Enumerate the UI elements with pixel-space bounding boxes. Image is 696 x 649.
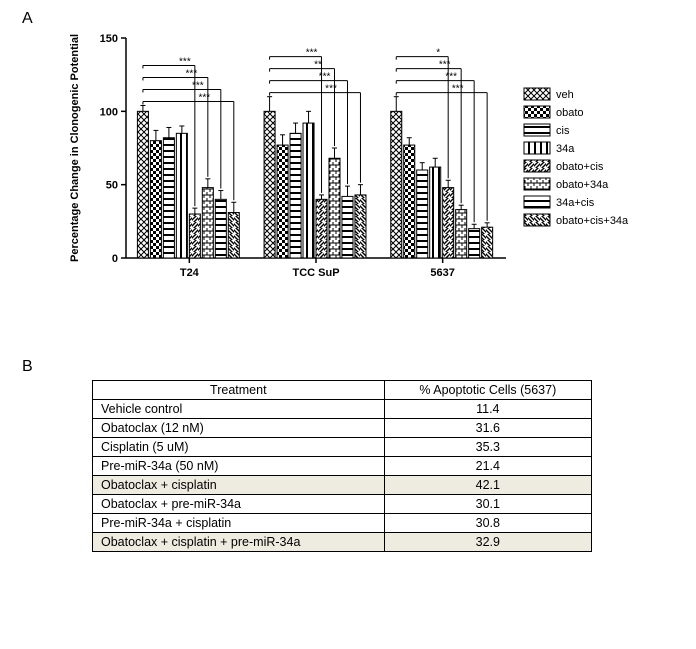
value-cell: 32.9	[384, 533, 591, 552]
table-row: Vehicle control11.4	[93, 400, 592, 419]
svg-text:***: ***	[325, 84, 337, 95]
table-row: Obatoclax + pre-miR-34a30.1	[93, 495, 592, 514]
svg-text:Percentage Change in Clonogeni: Percentage Change in Clonogenic Potentia…	[69, 34, 81, 262]
table-row: Obatoclax + cisplatin + pre-miR-34a32.9	[93, 533, 592, 552]
svg-text:***: ***	[452, 84, 464, 95]
table-header-treatment: Treatment	[93, 381, 385, 400]
bar-chart: 0 50 100 150 Percentage Change in Clonogenic…	[60, 30, 660, 310]
svg-text:TCC SuP: TCC SuP	[292, 267, 339, 279]
svg-text:T24: T24	[180, 267, 200, 279]
value-cell: 30.1	[384, 495, 591, 514]
table-row: Obatoclax (12 nM)31.6	[93, 419, 592, 438]
svg-text:obato+34a: obato+34a	[556, 179, 609, 191]
svg-text:*: *	[436, 48, 440, 59]
table-row: Pre-miR-34a + cisplatin30.8	[93, 514, 592, 533]
svg-text:***: ***	[192, 80, 204, 91]
svg-text:***: ***	[306, 48, 318, 59]
svg-text:***: ***	[199, 92, 211, 103]
svg-text:***: ***	[186, 68, 198, 79]
panel-b-label: B	[22, 358, 33, 376]
value-cell: 30.8	[384, 514, 591, 533]
panel-a-label: A	[22, 10, 33, 28]
treatment-cell: Obatoclax (12 nM)	[93, 419, 385, 438]
svg-text:5637: 5637	[430, 267, 454, 279]
apoptosis-table: Treatment % Apoptotic Cells (5637) Vehic…	[92, 380, 592, 552]
svg-text:34a+cis: 34a+cis	[556, 197, 595, 209]
table-header-value: % Apoptotic Cells (5637)	[384, 381, 591, 400]
value-cell: 42.1	[384, 476, 591, 495]
svg-text:100: 100	[100, 106, 118, 118]
svg-text:***: ***	[179, 56, 191, 67]
svg-text:obato: obato	[556, 107, 584, 119]
table-container: Treatment % Apoptotic Cells (5637) Vehic…	[92, 380, 592, 552]
svg-text:50: 50	[106, 180, 118, 192]
svg-text:veh: veh	[556, 89, 574, 101]
value-cell: 21.4	[384, 457, 591, 476]
treatment-cell: Cisplatin (5 uM)	[93, 438, 385, 457]
treatment-cell: Pre-miR-34a + cisplatin	[93, 514, 385, 533]
svg-text:0: 0	[112, 253, 118, 265]
treatment-cell: Obatoclax + cisplatin + pre-miR-34a	[93, 533, 385, 552]
table-row: Pre-miR-34a (50 nM)21.4	[93, 457, 592, 476]
treatment-cell: Pre-miR-34a (50 nM)	[93, 457, 385, 476]
value-cell: 11.4	[384, 400, 591, 419]
table-row: Obatoclax + cisplatin42.1	[93, 476, 592, 495]
treatment-cell: Obatoclax + pre-miR-34a	[93, 495, 385, 514]
svg-text:150: 150	[100, 33, 118, 45]
chart-container: 0 50 100 150 Percentage Change in Clonogenic…	[60, 30, 660, 310]
svg-text:***: ***	[319, 72, 331, 83]
svg-text:obato+cis: obato+cis	[556, 161, 604, 173]
svg-text:34a: 34a	[556, 143, 575, 155]
svg-text:***: ***	[439, 60, 451, 71]
treatment-cell: Obatoclax + cisplatin	[93, 476, 385, 495]
table-row: Cisplatin (5 uM)35.3	[93, 438, 592, 457]
svg-text:cis: cis	[556, 125, 570, 137]
svg-text:***: ***	[445, 72, 457, 83]
value-cell: 35.3	[384, 438, 591, 457]
svg-text:**: **	[314, 60, 322, 71]
treatment-cell: Vehicle control	[93, 400, 385, 419]
svg-text:obato+cis+34a: obato+cis+34a	[556, 215, 629, 227]
value-cell: 31.6	[384, 419, 591, 438]
